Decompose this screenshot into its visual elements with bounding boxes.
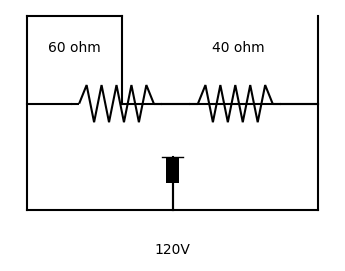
Text: 120V: 120V <box>155 243 190 257</box>
Bar <box>166 157 179 183</box>
Text: 60 ohm: 60 ohm <box>48 41 100 55</box>
Text: 40 ohm: 40 ohm <box>213 41 265 55</box>
